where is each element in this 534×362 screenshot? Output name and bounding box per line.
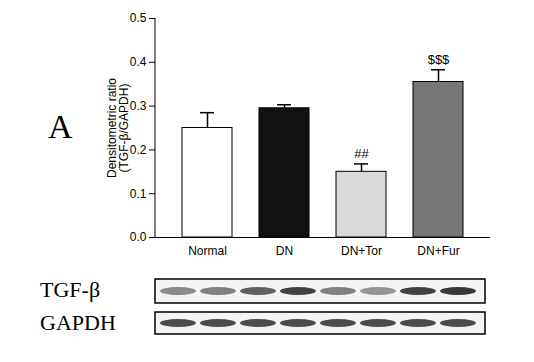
- svg-text:DN+Fur: DN+Fur: [417, 244, 459, 258]
- svg-text:0.1: 0.1: [130, 187, 147, 201]
- html-text:GAPDH: GAPDH: [40, 310, 116, 335]
- svg-text:Normal: Normal: [188, 244, 227, 258]
- svg-text:0.4: 0.4: [130, 55, 147, 69]
- html-text:TGF-β: TGF-β: [40, 277, 101, 302]
- svg-text:0.2: 0.2: [130, 143, 147, 157]
- svg-text:$$$: $$$: [428, 52, 450, 67]
- svg-text:Densitometric ratio(TGF-β/GAPD: Densitometric ratio(TGF-β/GAPDH): [105, 78, 131, 178]
- svg-text:0.0: 0.0: [130, 230, 147, 244]
- svg-text:0.5: 0.5: [130, 11, 147, 25]
- svg-text:0.3: 0.3: [130, 99, 147, 113]
- svg-text:DN: DN: [276, 244, 293, 258]
- svg-text:##: ##: [354, 146, 369, 161]
- html-text:A: A: [48, 108, 73, 145]
- svg-text:DN+Tor: DN+Tor: [341, 244, 382, 258]
